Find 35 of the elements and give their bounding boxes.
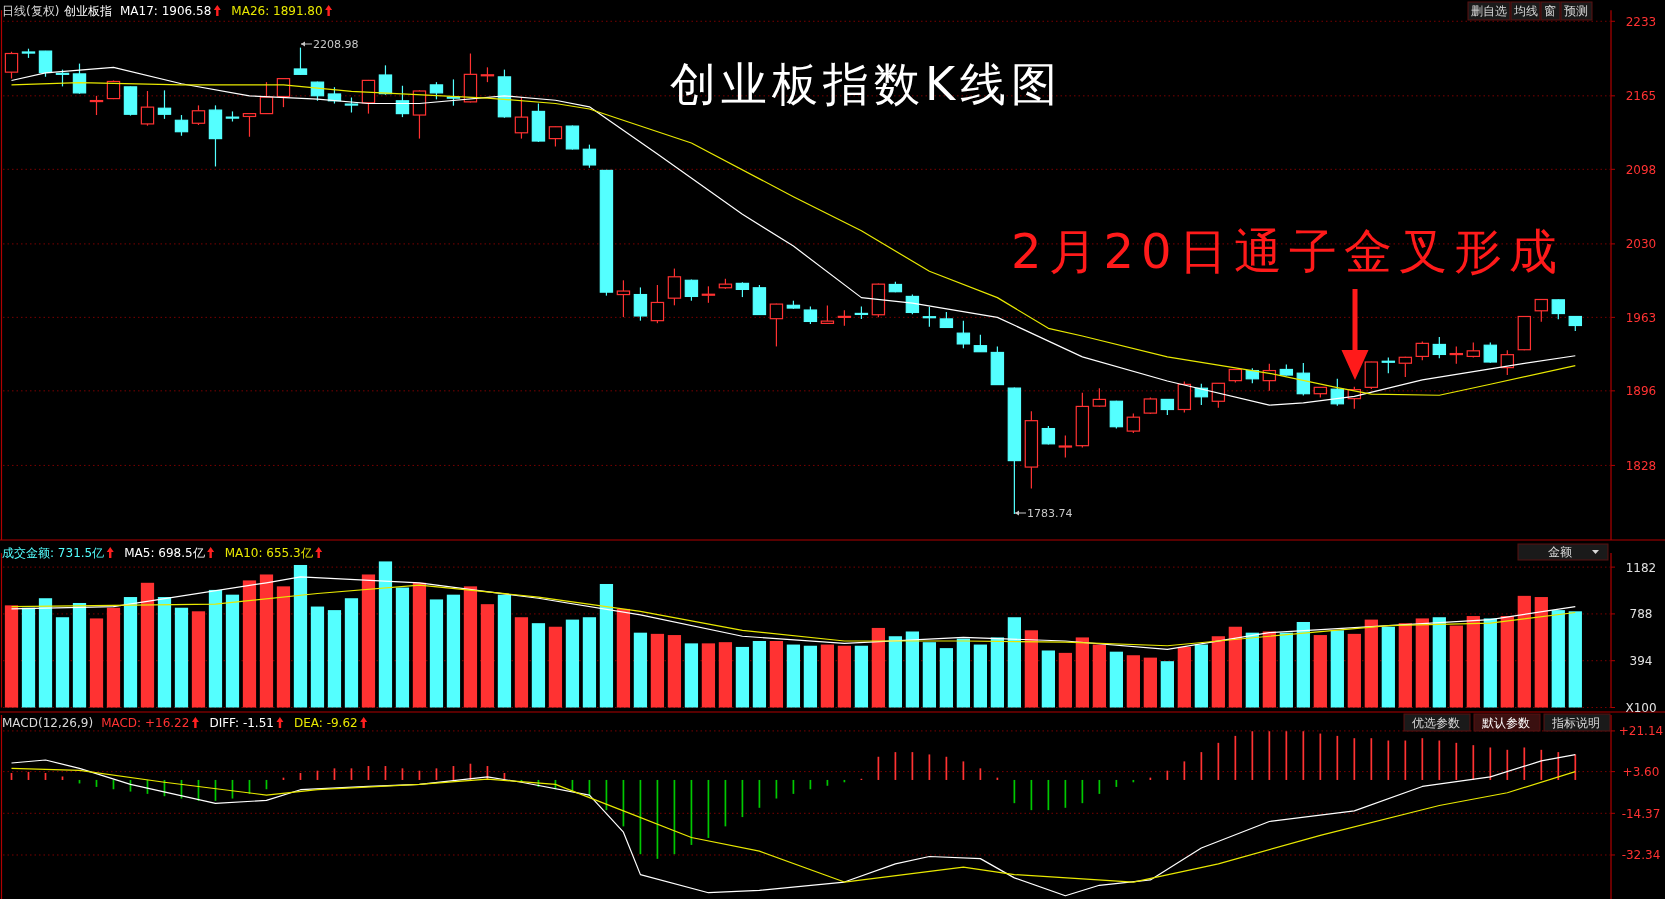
y-tick-label: X100	[1625, 701, 1657, 715]
y-tick-label: 1182	[1625, 560, 1657, 575]
annotation: 金额	[1548, 545, 1572, 559]
annotation: 日线(复权)	[2, 4, 60, 18]
y-tick-label: 1963	[1625, 310, 1657, 325]
y-tick-label: 2165	[1625, 89, 1657, 104]
y-tick-label: -32.34	[1621, 848, 1661, 863]
annotation: 默认参数	[1481, 716, 1530, 730]
annotation: 1783.74	[1027, 507, 1073, 520]
text: MA5: 698.5亿	[124, 546, 205, 560]
annotation: MACD(12,26,9)	[2, 716, 94, 730]
text: MA10: 655.3亿	[224, 546, 313, 560]
annotation: 创业板指	[64, 4, 112, 18]
annotation: 2月20日通子金叉形成	[1011, 223, 1564, 279]
y-tick-label: +3.60	[1622, 765, 1660, 780]
y-tick-label: 2098	[1625, 162, 1657, 177]
y-tick-label: 1828	[1625, 458, 1657, 473]
text: 成交金额: 731.5亿	[2, 546, 105, 560]
y-tick-label: -14.37	[1621, 806, 1661, 821]
text: DEA: -9.62	[293, 716, 358, 730]
annotation: 预测	[1564, 4, 1588, 18]
y-tick-label: 2233	[1625, 14, 1657, 29]
y-tick-label: +21.14	[1618, 724, 1664, 739]
y-tick-label: 788	[1629, 607, 1653, 622]
text: DIFF: -1.51	[209, 716, 274, 730]
annotation: 优选参数	[1412, 716, 1460, 730]
y-tick-label: 2030	[1625, 237, 1657, 252]
annotation: 2208.98	[313, 38, 359, 51]
text: MA17: 1906.58	[120, 4, 212, 18]
text: 创业板指数K线图	[670, 57, 1063, 111]
annotation: 指标说明	[1551, 716, 1600, 730]
text: MACD: +16.22	[101, 716, 190, 730]
text: MA26: 1891.80	[231, 4, 323, 18]
y-tick-label: 394	[1629, 654, 1653, 669]
y-tick-label: 1896	[1625, 384, 1657, 399]
